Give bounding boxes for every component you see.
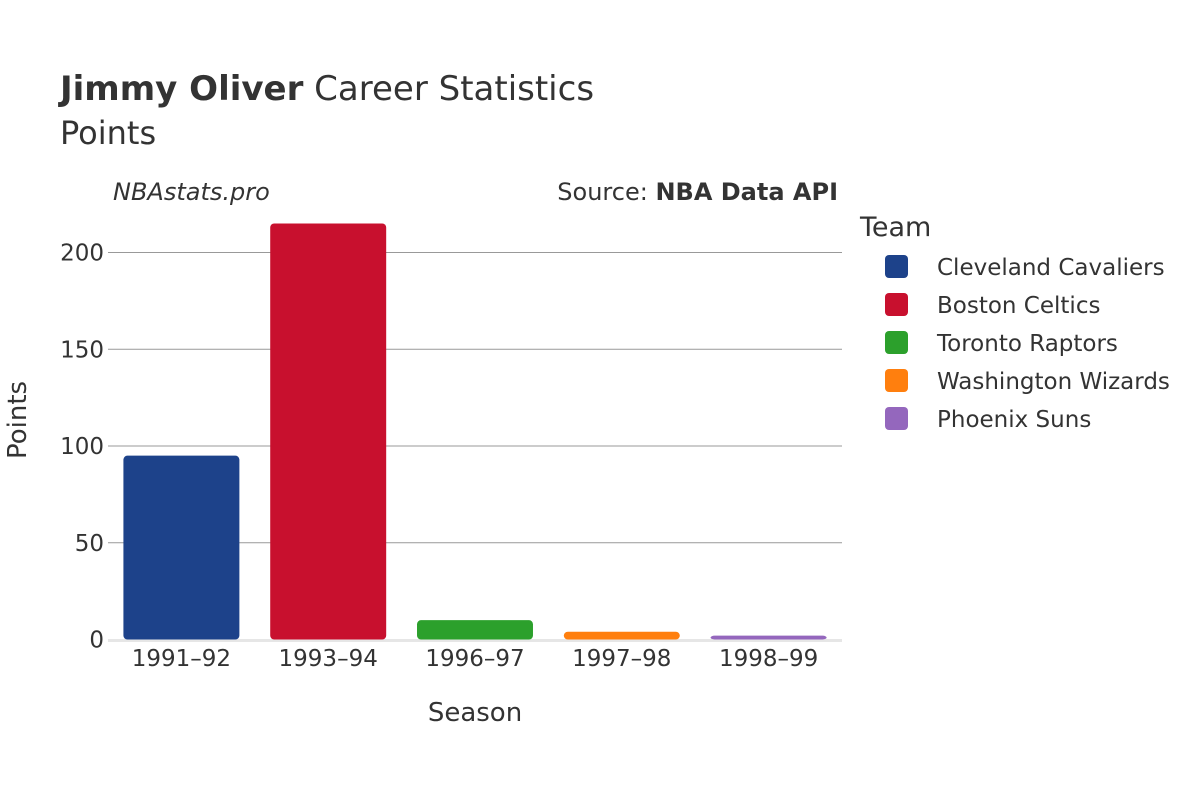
bar bbox=[710, 635, 827, 640]
bars bbox=[123, 223, 827, 640]
legend-item: Cleveland Cavaliers bbox=[885, 255, 1165, 281]
legend-swatch bbox=[885, 369, 908, 392]
legend-swatch bbox=[885, 331, 908, 354]
x-tick-label: 1997–98 bbox=[572, 646, 671, 672]
player-name: Jimmy Oliver bbox=[58, 69, 304, 109]
gridlines bbox=[108, 252, 842, 642]
bar bbox=[270, 223, 387, 640]
x-tick-label: 1993–94 bbox=[279, 646, 378, 672]
bar bbox=[417, 620, 533, 640]
watermark: NBAstats.pro bbox=[113, 178, 270, 206]
source-label: Source: NBA Data API bbox=[557, 178, 838, 206]
source-prefix: Source: bbox=[557, 178, 655, 206]
chart-subtitle: Points bbox=[60, 114, 156, 152]
title-rest: Career Statistics bbox=[303, 69, 594, 109]
source-name: NBA Data API bbox=[655, 178, 838, 206]
y-tick-label: 100 bbox=[60, 434, 104, 460]
y-tick-label: 0 bbox=[89, 628, 104, 654]
legend: Cleveland Cavaliers Boston Celtics Toronto… bbox=[885, 255, 1170, 433]
legend-swatch bbox=[885, 407, 908, 430]
legend-label: Washington Wizards bbox=[937, 369, 1170, 395]
legend-label: Phoenix Suns bbox=[937, 407, 1091, 433]
x-tick-label: 1991–92 bbox=[132, 646, 231, 672]
legend-item: Washington Wizards bbox=[885, 369, 1170, 395]
y-axis-ticks: 0 50 100 150 200 bbox=[60, 241, 104, 654]
x-axis-ticks: 1991–92 1993–94 1996–97 1997–98 1998–99 bbox=[132, 646, 819, 672]
chart-title: Jimmy Oliver Career Statistics bbox=[58, 69, 594, 109]
x-axis-title: Season bbox=[428, 698, 522, 728]
legend-item: Toronto Raptors bbox=[885, 331, 1118, 357]
x-tick-label: 1998–99 bbox=[719, 646, 818, 672]
legend-item: Boston Celtics bbox=[885, 293, 1100, 319]
y-tick-label: 150 bbox=[60, 337, 104, 363]
legend-label: Cleveland Cavaliers bbox=[937, 255, 1165, 281]
legend-title: Team bbox=[859, 212, 931, 243]
legend-label: Boston Celtics bbox=[937, 293, 1100, 319]
legend-swatch bbox=[885, 255, 908, 278]
x-tick-label: 1996–97 bbox=[425, 646, 524, 672]
y-tick-label: 200 bbox=[60, 241, 104, 267]
y-axis-title: Points bbox=[3, 381, 33, 459]
legend-item: Phoenix Suns bbox=[885, 407, 1091, 433]
legend-label: Toronto Raptors bbox=[936, 331, 1118, 357]
y-tick-label: 50 bbox=[75, 531, 104, 557]
bar bbox=[123, 455, 240, 640]
legend-swatch bbox=[885, 293, 908, 316]
bar bbox=[563, 631, 680, 640]
